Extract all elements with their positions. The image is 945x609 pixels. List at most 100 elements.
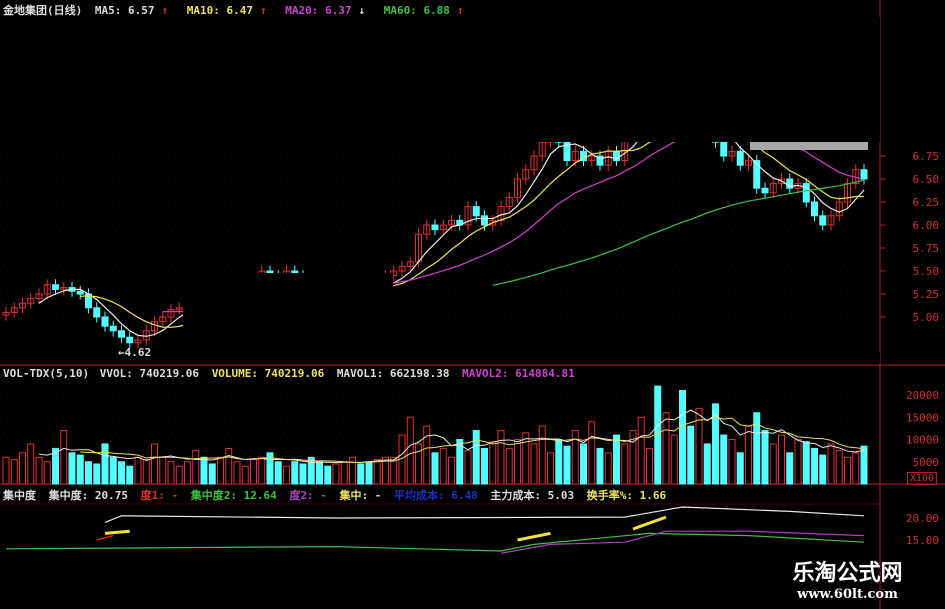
volume-bar bbox=[151, 443, 158, 485]
volume-bar bbox=[109, 456, 117, 485]
volume-bar bbox=[613, 434, 620, 485]
candle bbox=[406, 261, 414, 267]
volume-bars bbox=[2, 385, 868, 485]
indicator-tick-label: 20.00 bbox=[906, 512, 939, 525]
candle bbox=[19, 302, 26, 309]
candle bbox=[167, 309, 175, 318]
volume-bar bbox=[291, 461, 299, 485]
volume-bar bbox=[802, 441, 810, 485]
candle bbox=[10, 307, 18, 313]
volume-bar bbox=[307, 456, 315, 485]
volume-bar bbox=[167, 461, 175, 485]
volume-bar bbox=[794, 439, 802, 485]
volume-bar bbox=[19, 452, 26, 485]
volume-bar bbox=[621, 443, 629, 485]
volume-bar bbox=[241, 465, 249, 485]
volume-header: VOL-TDX(5,10) VVOL: 740219.06 VOLUME: 74… bbox=[3, 367, 581, 380]
volume-bar bbox=[662, 412, 670, 485]
volume-bar bbox=[208, 463, 216, 485]
candle bbox=[27, 298, 35, 304]
indicator-name: 集中度 bbox=[3, 489, 36, 502]
candle bbox=[481, 215, 488, 226]
volume-bar bbox=[415, 443, 422, 485]
volume-value: VOLUME: 740219.06 bbox=[211, 367, 325, 380]
volume-tick-label: 5000 bbox=[913, 456, 940, 469]
volume-bar bbox=[695, 407, 703, 485]
volume-bar bbox=[736, 452, 744, 485]
price-tick-label: 5.50 bbox=[913, 265, 940, 278]
volume-bar bbox=[35, 456, 43, 485]
candle bbox=[563, 141, 571, 162]
volume-bar bbox=[299, 463, 307, 485]
candle bbox=[530, 155, 538, 171]
volume-bar bbox=[497, 430, 505, 485]
candle bbox=[778, 178, 785, 185]
candle bbox=[126, 336, 134, 344]
volume-bar bbox=[827, 443, 835, 485]
volume-bar bbox=[580, 443, 587, 485]
volume-bar bbox=[118, 461, 125, 485]
volume-bar bbox=[778, 434, 785, 485]
volume-bar bbox=[184, 461, 191, 485]
volume-bar bbox=[596, 447, 604, 485]
volume-bar bbox=[514, 439, 521, 485]
candle bbox=[76, 290, 84, 295]
volume-bar bbox=[431, 452, 439, 485]
candle bbox=[60, 287, 68, 290]
watermark: 乐淘公式网 www.60lt.com bbox=[760, 555, 935, 602]
volume-bar bbox=[522, 432, 530, 485]
price-tick-label: 6.50 bbox=[913, 173, 940, 186]
mask-region bbox=[538, 17, 880, 142]
volume-bar bbox=[126, 465, 134, 485]
price-tick-label: 6.00 bbox=[913, 219, 940, 232]
volume-bar bbox=[390, 456, 398, 485]
degree1-value: 度1: - bbox=[140, 489, 179, 502]
volume-bar bbox=[670, 434, 678, 485]
main-cost-value: 主力成本: 5.03 bbox=[490, 489, 575, 502]
volume-bar bbox=[720, 434, 728, 485]
candle bbox=[472, 206, 480, 217]
volume-bar bbox=[819, 454, 827, 485]
price-tick-label: 6.75 bbox=[913, 150, 940, 163]
volume-bar bbox=[225, 447, 233, 485]
candle bbox=[398, 265, 406, 272]
mavol1-value: MAVOL1: 662198.38 bbox=[336, 367, 450, 380]
volume-bar bbox=[316, 461, 323, 485]
stock-name: 金地集团(日线) bbox=[3, 4, 83, 17]
candle bbox=[505, 196, 513, 208]
candle bbox=[159, 316, 167, 323]
volume-bar bbox=[76, 454, 84, 485]
indicator-line bbox=[5, 532, 865, 552]
ma5-value: MA5: 6.57 bbox=[94, 4, 155, 17]
low-price-marker: ←4.62 bbox=[118, 346, 152, 359]
volume-bar bbox=[27, 443, 35, 485]
volume-bar bbox=[233, 461, 241, 485]
ma20-value: MA20: 6.37 bbox=[285, 4, 352, 17]
turnover-value: 换手率%: 1.66 bbox=[586, 489, 667, 502]
volume-tick-label: 10000 bbox=[906, 434, 939, 447]
volume-bar bbox=[489, 441, 497, 485]
candle bbox=[786, 178, 794, 189]
concentrate-value: 集中: - bbox=[339, 489, 382, 502]
volume-bar bbox=[274, 461, 282, 485]
indicator-line bbox=[104, 506, 865, 523]
volume-bar bbox=[852, 452, 860, 485]
volume-bar bbox=[101, 443, 109, 485]
indicator-line bbox=[500, 530, 865, 554]
volume-bar bbox=[472, 430, 480, 485]
candle bbox=[538, 141, 546, 157]
volume-bar bbox=[547, 452, 554, 485]
volume-bar bbox=[505, 447, 513, 485]
candle bbox=[720, 141, 728, 157]
mavol2-value: MAVOL2: 614884.81 bbox=[462, 367, 575, 380]
candle bbox=[769, 183, 777, 194]
volume-bar bbox=[481, 447, 488, 485]
volume-bar bbox=[324, 465, 332, 485]
candle bbox=[2, 311, 10, 316]
watermark-title: 乐淘公式网 bbox=[792, 560, 903, 586]
candle bbox=[745, 160, 752, 166]
concentration2-value: 集中度2: 12.64 bbox=[190, 489, 277, 502]
candle bbox=[52, 284, 59, 290]
volume-bar bbox=[538, 425, 546, 485]
